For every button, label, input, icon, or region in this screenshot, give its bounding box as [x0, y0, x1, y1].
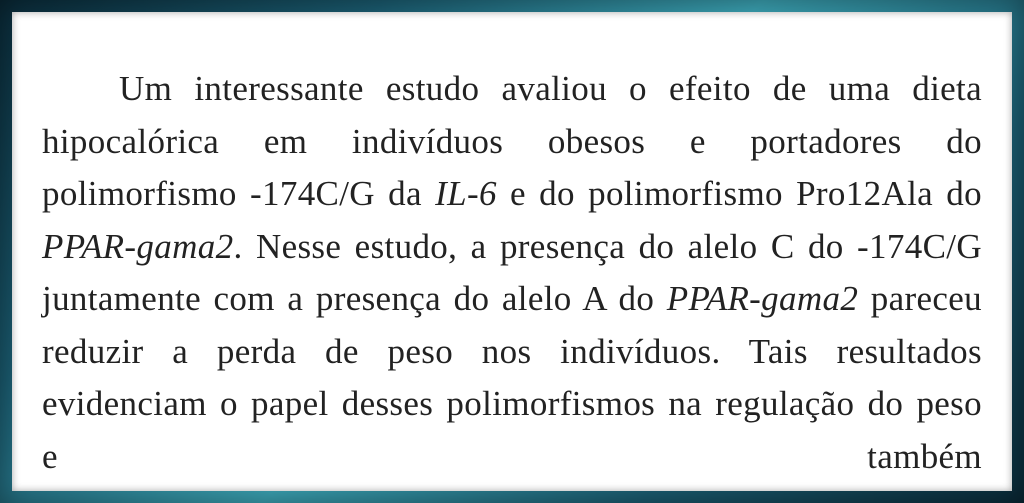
- inner-page: Um interessante estudo avaliou o efeito …: [12, 12, 1012, 491]
- text-segment: IL-6: [435, 174, 497, 213]
- paragraph-text: Um interessante estudo avaliou o efeito …: [42, 63, 982, 483]
- text-segment: PPAR-gama2: [42, 227, 233, 266]
- text-segment: e do polimorfismo Pro12Ala do: [497, 174, 982, 213]
- text-segment: PPAR-gama2: [667, 279, 858, 318]
- outer-frame: Um interessante estudo avaliou o efeito …: [0, 0, 1024, 503]
